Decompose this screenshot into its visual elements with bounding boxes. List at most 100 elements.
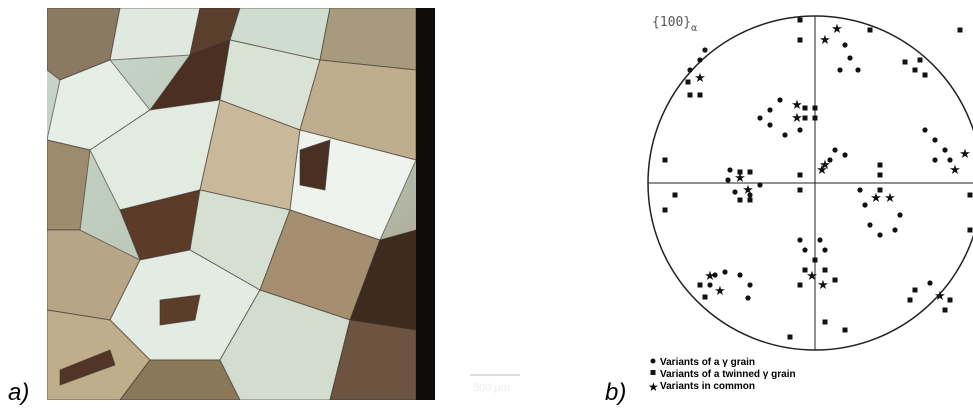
marker-square bbox=[797, 17, 803, 23]
marker-square bbox=[812, 105, 818, 111]
grain bbox=[59, 349, 116, 386]
pole-label-subscript: α bbox=[691, 23, 697, 34]
marker-square bbox=[947, 297, 953, 303]
marker-square bbox=[942, 307, 948, 313]
marker-square bbox=[702, 294, 708, 300]
marker-star: ★ bbox=[817, 277, 829, 292]
marker-dot bbox=[767, 122, 773, 128]
marker-square bbox=[747, 197, 753, 203]
marker-dot bbox=[932, 137, 938, 143]
panel-label: b) bbox=[605, 379, 626, 406]
marker-dot bbox=[777, 97, 783, 103]
marker-square bbox=[797, 37, 803, 43]
grain bbox=[109, 8, 201, 61]
marker-dot bbox=[757, 182, 763, 188]
marker-dot bbox=[745, 295, 751, 301]
grain bbox=[159, 294, 201, 326]
marker-dot bbox=[897, 212, 903, 218]
marker-star: ★ bbox=[714, 283, 726, 298]
marker-dot bbox=[722, 269, 728, 275]
panel-label: a) bbox=[8, 379, 29, 406]
marker-star: ★ bbox=[791, 110, 803, 125]
marker-square bbox=[812, 115, 818, 121]
marker-dot bbox=[797, 127, 803, 133]
scale-bar-label: 500 µm bbox=[473, 382, 510, 394]
marker-square bbox=[912, 287, 918, 293]
marker-square bbox=[797, 172, 803, 178]
marker-square bbox=[685, 79, 691, 85]
marker-dot bbox=[747, 282, 753, 288]
marker-dot bbox=[697, 57, 703, 63]
marker-dot bbox=[862, 202, 868, 208]
marker-star: ★ bbox=[819, 32, 831, 47]
marker-dot bbox=[847, 55, 853, 61]
legend-entry: Variants in common bbox=[660, 381, 755, 392]
marker-dot bbox=[842, 152, 848, 158]
marker-dot bbox=[947, 157, 953, 163]
marker-dot bbox=[927, 280, 933, 286]
grain bbox=[329, 319, 417, 400]
pole-figure: ★★★★★★★★★ ★★★★★ ★★★★ bbox=[647, 15, 973, 351]
marker-square bbox=[697, 92, 703, 98]
marker-square bbox=[877, 162, 883, 168]
marker-square bbox=[917, 57, 923, 63]
marker-square bbox=[662, 207, 668, 213]
marker-square bbox=[832, 277, 838, 283]
marker-dot bbox=[727, 167, 733, 173]
marker-dot bbox=[877, 232, 883, 238]
grain bbox=[119, 359, 241, 400]
marker-square bbox=[902, 59, 908, 65]
marker-star: ★ bbox=[831, 21, 843, 36]
marker-dot bbox=[942, 147, 948, 153]
marker-dot bbox=[725, 177, 731, 183]
marker-dot bbox=[737, 272, 743, 278]
marker-dot bbox=[842, 42, 848, 48]
marker-star: ★ bbox=[742, 182, 754, 197]
marker-star: ★ bbox=[934, 288, 946, 303]
marker-dot bbox=[857, 187, 863, 193]
marker-dot bbox=[707, 282, 713, 288]
legend-entry: Variants of a twinned γ grain bbox=[660, 369, 796, 380]
marker-star: ★ bbox=[734, 170, 746, 185]
marker-square bbox=[662, 157, 668, 163]
marker-square bbox=[802, 105, 808, 111]
marker-square bbox=[877, 172, 883, 178]
legend-entry: Variants of a γ grain bbox=[660, 357, 755, 368]
legend-star: ★ bbox=[648, 380, 659, 394]
grain bbox=[299, 139, 331, 191]
marker-square bbox=[802, 115, 808, 121]
marker-dot bbox=[782, 132, 788, 138]
marker-dot bbox=[892, 227, 898, 233]
grain bbox=[319, 8, 417, 71]
marker-dot bbox=[712, 272, 718, 278]
micrograph bbox=[47, 8, 435, 400]
marker-square bbox=[967, 227, 973, 233]
marker-square bbox=[812, 257, 818, 263]
marker-dot bbox=[747, 192, 753, 198]
marker-square bbox=[867, 27, 873, 33]
marker-square bbox=[737, 169, 743, 175]
marker-dot bbox=[827, 157, 833, 163]
marker-dot bbox=[817, 237, 823, 243]
marker-dot bbox=[822, 247, 828, 253]
marker-star: ★ bbox=[694, 70, 706, 85]
marker-square bbox=[822, 267, 828, 273]
marker-star: ★ bbox=[884, 190, 896, 205]
marker-square bbox=[922, 72, 928, 78]
marker-star: ★ bbox=[959, 146, 971, 161]
marker-star: ★ bbox=[870, 190, 882, 205]
pole-label-text: {100} bbox=[652, 15, 691, 30]
marker-square bbox=[967, 192, 973, 198]
marker-square bbox=[747, 169, 753, 175]
marker-square bbox=[797, 282, 803, 288]
pole-label: {100}α bbox=[652, 15, 697, 34]
marker-square bbox=[787, 334, 793, 340]
marker-dot bbox=[797, 237, 803, 243]
marker-dot bbox=[702, 47, 708, 53]
marker-square bbox=[672, 192, 678, 198]
marker-square bbox=[687, 92, 693, 98]
marker-square bbox=[842, 327, 848, 333]
marker-dot bbox=[832, 147, 838, 153]
marker-star: ★ bbox=[791, 97, 803, 112]
